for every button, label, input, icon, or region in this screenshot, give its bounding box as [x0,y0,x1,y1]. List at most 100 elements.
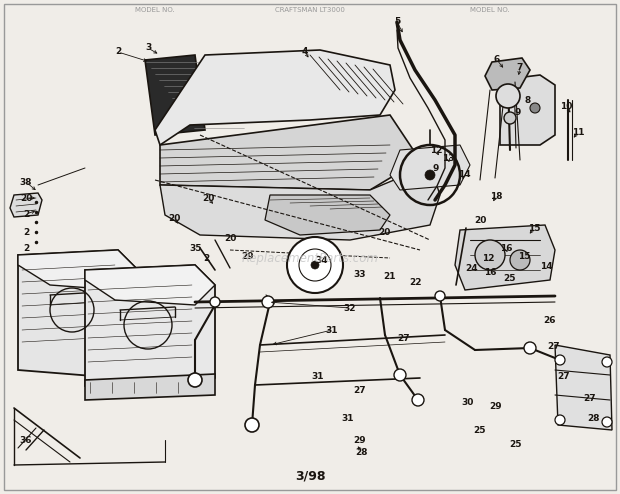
Text: 15: 15 [518,251,530,260]
Text: 2: 2 [203,253,209,262]
Text: 20: 20 [224,234,236,243]
Text: 25: 25 [503,274,516,283]
Text: 27: 27 [583,394,596,403]
Text: 22: 22 [410,278,422,287]
Circle shape [287,237,343,293]
Polygon shape [485,58,530,90]
Text: 18: 18 [490,192,502,201]
Circle shape [394,369,406,381]
Polygon shape [155,50,395,145]
Text: 27: 27 [557,371,570,380]
Circle shape [311,261,319,269]
Text: 13: 13 [441,154,454,163]
Text: 24: 24 [466,263,478,273]
Polygon shape [265,195,390,235]
Polygon shape [145,55,205,135]
Circle shape [496,84,520,108]
Polygon shape [500,75,555,145]
Text: 29: 29 [490,402,502,411]
Text: 12: 12 [482,253,494,262]
Circle shape [510,250,530,270]
Text: CRAFTSMAN LT3000: CRAFTSMAN LT3000 [275,7,345,13]
Circle shape [555,415,565,425]
Text: 27: 27 [547,341,560,351]
Text: 5: 5 [394,17,400,27]
Text: ReplacementParts.com: ReplacementParts.com [242,251,378,264]
Polygon shape [18,250,138,290]
Polygon shape [160,165,440,240]
Circle shape [602,417,612,427]
Circle shape [435,291,445,301]
Text: 28: 28 [356,448,368,456]
Text: 9: 9 [433,164,439,172]
Text: 8: 8 [525,95,531,105]
Circle shape [425,170,435,180]
Text: MODEL NO.: MODEL NO. [135,7,175,13]
Text: 25: 25 [510,440,522,449]
Text: 32: 32 [343,303,356,313]
Text: MODEL NO.: MODEL NO. [470,7,510,13]
Text: 30: 30 [462,398,474,407]
Text: 33: 33 [354,270,366,279]
Circle shape [502,90,518,106]
Text: 27: 27 [397,333,410,342]
Polygon shape [390,145,470,190]
Text: 35: 35 [190,244,202,252]
Text: 20: 20 [474,215,486,224]
Circle shape [555,355,565,365]
Text: 20: 20 [168,213,180,222]
Polygon shape [85,265,215,305]
Text: 36: 36 [20,436,32,445]
Circle shape [210,297,220,307]
Polygon shape [160,115,420,190]
Text: 2: 2 [23,228,29,237]
Polygon shape [455,225,555,290]
Text: 34: 34 [316,255,329,264]
Polygon shape [10,193,42,217]
Polygon shape [85,265,215,392]
Circle shape [188,373,202,387]
Text: 3: 3 [145,43,151,52]
Text: 27: 27 [353,385,366,395]
Text: 7: 7 [517,64,523,73]
Text: 21: 21 [384,272,396,281]
Text: 28: 28 [588,413,600,422]
Text: 2: 2 [23,209,29,218]
Text: 14: 14 [539,261,552,271]
Circle shape [504,112,516,124]
Text: 29: 29 [353,436,366,445]
Text: 16: 16 [500,244,512,252]
Text: 26: 26 [544,316,556,325]
Text: 29: 29 [242,251,254,260]
Text: 12: 12 [430,146,442,155]
Text: 6: 6 [494,55,500,65]
Text: 20: 20 [20,194,32,203]
Text: 16: 16 [484,267,496,277]
Text: 14: 14 [458,169,471,178]
Text: 20: 20 [202,194,214,203]
Circle shape [602,357,612,367]
Text: 9: 9 [515,108,521,117]
Text: 3/98: 3/98 [294,469,326,483]
Text: 11: 11 [572,127,584,136]
Text: 2: 2 [115,47,121,56]
Text: 38: 38 [20,177,32,187]
Text: 31: 31 [342,413,354,422]
Circle shape [475,240,505,270]
Circle shape [530,103,540,113]
Text: 2: 2 [23,244,29,252]
Text: 25: 25 [474,425,486,435]
Text: 4: 4 [302,47,308,56]
Circle shape [412,394,424,406]
Text: 10: 10 [560,101,572,111]
Circle shape [245,418,259,432]
Polygon shape [18,250,138,378]
Polygon shape [555,345,612,430]
Text: 20: 20 [378,228,390,237]
Circle shape [262,296,274,308]
Text: 31: 31 [312,371,324,380]
Circle shape [524,342,536,354]
Text: 15: 15 [528,223,540,233]
Text: 31: 31 [326,326,339,334]
Polygon shape [85,374,215,400]
